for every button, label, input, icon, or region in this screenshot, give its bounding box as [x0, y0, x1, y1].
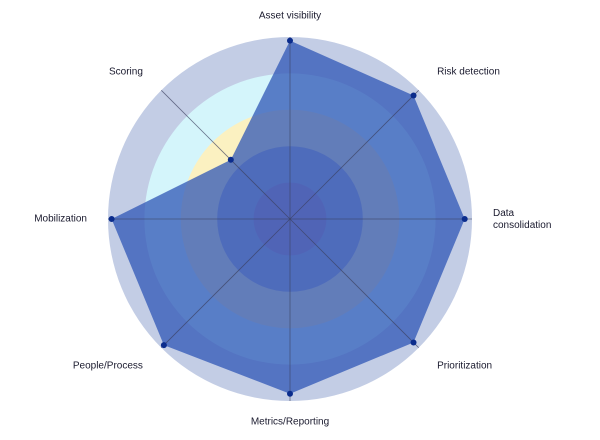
spoke: [161, 218, 291, 348]
data-point: [461, 216, 468, 222]
spoke: [289, 90, 419, 220]
axis-label: Risk detection: [437, 67, 500, 78]
spoke: [289, 218, 419, 348]
axis-label: Data consolidation: [493, 208, 551, 231]
data-point: [160, 342, 167, 349]
axis-label: Scoring: [109, 67, 143, 78]
axis-label: Asset visibility: [259, 11, 321, 22]
spoke: [161, 90, 291, 220]
data-point: [410, 339, 417, 346]
axis-label: Mobilization: [34, 214, 87, 225]
data-point: [410, 92, 417, 99]
axis-label: Metrics/Reporting: [251, 417, 329, 428]
axis-label: Prioritization: [437, 361, 492, 372]
data-point: [287, 390, 293, 397]
data-point: [287, 37, 293, 44]
data-point: [227, 156, 234, 163]
data-point: [108, 216, 115, 222]
axis-label: People/Process: [73, 361, 143, 372]
